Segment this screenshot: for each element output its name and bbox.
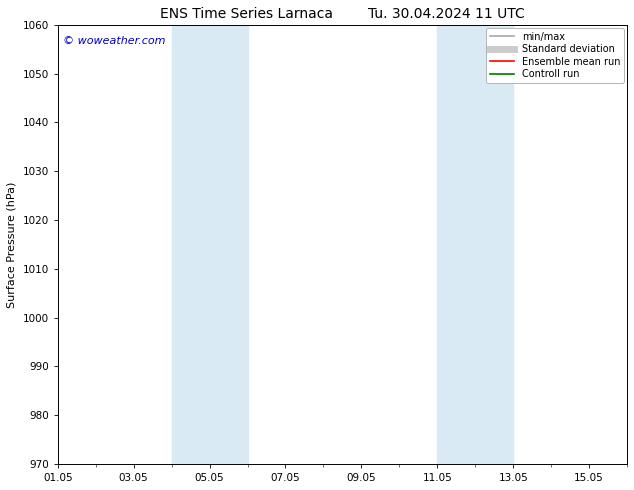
Legend: min/max, Standard deviation, Ensemble mean run, Controll run: min/max, Standard deviation, Ensemble me…	[486, 28, 624, 83]
Text: © woweather.com: © woweather.com	[63, 36, 166, 46]
Bar	[172, 25, 247, 464]
Title: ENS Time Series Larnaca        Tu. 30.04.2024 11 UTC: ENS Time Series Larnaca Tu. 30.04.2024 1…	[160, 7, 525, 21]
Bar	[437, 25, 513, 464]
Y-axis label: Surface Pressure (hPa): Surface Pressure (hPa)	[7, 181, 17, 308]
